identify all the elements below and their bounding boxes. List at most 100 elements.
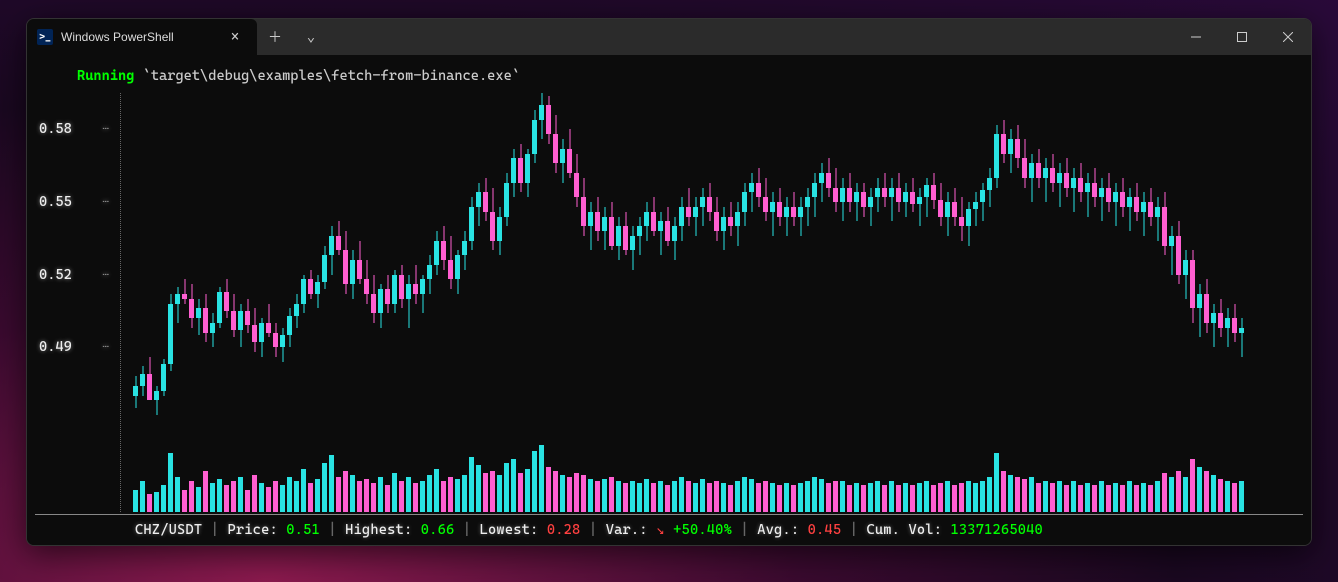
low-value: 0.28 — [547, 522, 581, 538]
volume-bar — [1015, 477, 1020, 511]
volume-bar — [567, 477, 572, 511]
volume-bar — [602, 479, 607, 511]
volume-bar — [238, 477, 243, 511]
volume-bar — [385, 485, 390, 511]
volume-bar — [189, 481, 194, 511]
volume-bar — [966, 481, 971, 511]
candle — [294, 93, 299, 420]
price-value: 0.51 — [286, 522, 320, 538]
volume-bar — [868, 483, 873, 511]
volume-bar — [987, 477, 992, 511]
candle — [539, 93, 544, 420]
y-tick-label: 0.49 — [39, 338, 72, 356]
run-line: Running `target\debug\examples\fetch-fro… — [35, 67, 1303, 85]
candle — [1176, 93, 1181, 420]
candle — [266, 93, 271, 420]
volume-bar — [469, 457, 474, 512]
volume-bar — [1050, 483, 1055, 511]
volume-bar — [1029, 477, 1034, 511]
volume-bar — [945, 481, 950, 511]
candle — [203, 93, 208, 420]
candle — [133, 93, 138, 420]
candle — [315, 93, 320, 420]
candle — [420, 93, 425, 420]
candle — [763, 93, 768, 420]
tab-dropdown-button[interactable]: ⌄ — [293, 29, 329, 45]
candle — [637, 93, 642, 420]
candle — [1085, 93, 1090, 420]
status-bar: CHZ/USDT | Price: 0.51 | Highest: 0.66 |… — [35, 521, 1303, 539]
candle — [658, 93, 663, 420]
volume-bar — [1057, 481, 1062, 511]
candle — [1204, 93, 1209, 420]
volume-bar — [490, 471, 495, 512]
close-button[interactable] — [1265, 19, 1311, 55]
candle — [490, 93, 495, 420]
candle — [616, 93, 621, 420]
powershell-icon: >_ — [37, 29, 53, 45]
candle — [1113, 93, 1118, 420]
y-tick-label: 0.52 — [39, 265, 72, 283]
candle — [336, 93, 341, 420]
volume-bar — [1211, 475, 1216, 512]
volume-bar — [140, 481, 145, 511]
titlebar[interactable]: >_ Windows PowerShell × ＋ ⌄ — [27, 19, 1311, 55]
volume-bar — [854, 483, 859, 511]
volume-bar — [1225, 481, 1230, 511]
candle — [665, 93, 670, 420]
minimize-button[interactable] — [1173, 19, 1219, 55]
volume-bar — [301, 469, 306, 512]
volume-bar — [595, 481, 600, 511]
volume-bar — [294, 481, 299, 511]
candle — [343, 93, 348, 420]
y-tick-mark: ┄ — [103, 195, 109, 209]
candle — [791, 93, 796, 420]
candle — [350, 93, 355, 420]
volume-bar — [203, 471, 208, 512]
candle — [1043, 93, 1048, 420]
candle — [1099, 93, 1104, 420]
candle — [945, 93, 950, 420]
candle — [889, 93, 894, 420]
candle — [574, 93, 579, 420]
plot-area — [133, 93, 1295, 512]
maximize-button[interactable] — [1219, 19, 1265, 55]
terminal-body[interactable]: Running `target\debug\examples\fetch-fro… — [27, 55, 1311, 545]
volume-bar — [1008, 475, 1013, 512]
volume-bar — [455, 479, 460, 511]
candle — [1148, 93, 1153, 420]
candle — [147, 93, 152, 420]
new-tab-button[interactable]: ＋ — [257, 27, 293, 47]
chart-area: 0.58┄0.55┄0.52┄0.49┄ — [35, 89, 1303, 512]
volume-bar — [161, 485, 166, 511]
volume-bar — [224, 485, 229, 511]
candle — [1057, 93, 1062, 420]
volume-bar — [322, 463, 327, 512]
candle — [287, 93, 292, 420]
volume-bar — [721, 483, 726, 511]
candle — [686, 93, 691, 420]
volume-bar — [994, 453, 999, 512]
candle — [161, 93, 166, 420]
volume-bar — [210, 483, 215, 511]
candle — [651, 93, 656, 420]
candle — [364, 93, 369, 420]
volume-bar — [609, 477, 614, 511]
tab-powershell[interactable]: >_ Windows PowerShell × — [27, 19, 257, 55]
volume-bar — [1141, 483, 1146, 511]
candle — [595, 93, 600, 420]
volume-bar — [686, 481, 691, 511]
candle — [581, 93, 586, 420]
volume-bar — [679, 477, 684, 511]
volume-bar — [308, 483, 313, 511]
volume-bar — [1106, 485, 1111, 511]
candle — [497, 93, 502, 420]
candle — [371, 93, 376, 420]
volume-bar — [1162, 473, 1167, 512]
tab-close-button[interactable]: × — [225, 29, 245, 45]
candle — [1050, 93, 1055, 420]
volume-bar — [364, 479, 369, 511]
candle — [175, 93, 180, 420]
candle — [1183, 93, 1188, 420]
run-command: `target\debug\examples\fetch-from-binanc… — [143, 68, 520, 84]
